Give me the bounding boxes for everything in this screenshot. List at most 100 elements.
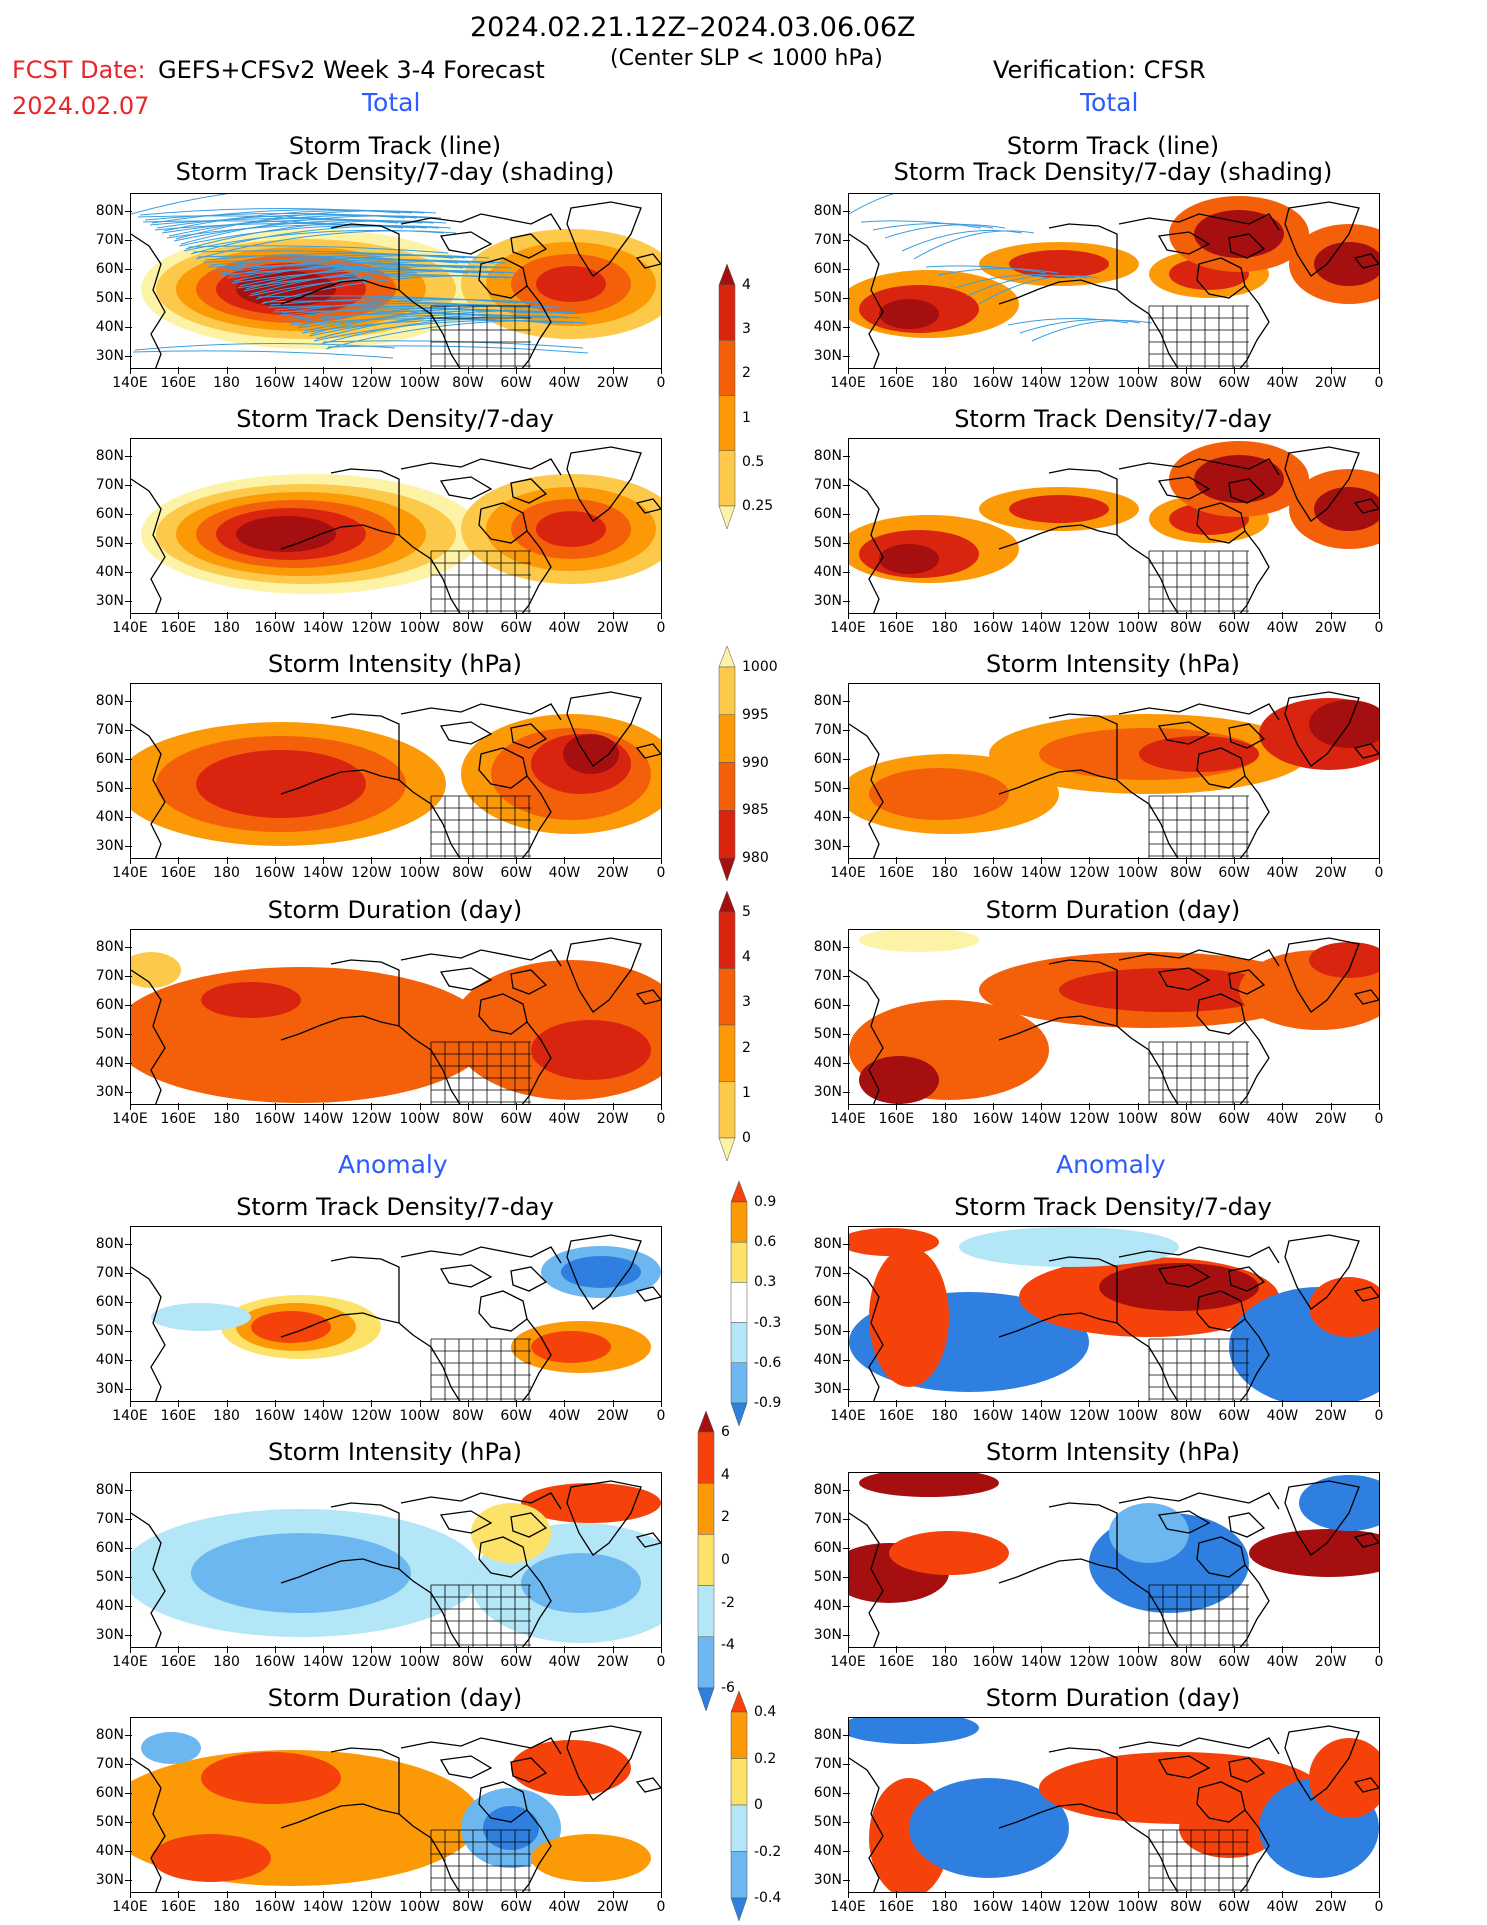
lon-tick [323, 1646, 325, 1653]
lon-label: 160E [160, 1408, 197, 1424]
lat-label: 40N [95, 1598, 124, 1614]
lon-tick [848, 1103, 849, 1110]
colorbar-label: 0.4 [754, 1704, 777, 1720]
lat-tick [843, 1548, 850, 1549]
lon-label: 160W [254, 1654, 296, 1670]
lat-tick [125, 485, 132, 486]
lat-tick [125, 240, 132, 241]
colorbar-label: 2 [721, 1509, 730, 1526]
verification-label: Verification: CFSR [993, 56, 1206, 84]
colorbar-label: 3 [742, 321, 751, 338]
lon-label: 20W [596, 1899, 629, 1915]
lat-tick [125, 788, 132, 789]
map-canvas-anom-duration-left [131, 1725, 661, 1892]
lon-tick [944, 612, 946, 619]
lon-label: 120W [1069, 1899, 1110, 1915]
lat-label: 30N [813, 838, 842, 854]
colorbar-label: 0.3 [754, 1274, 777, 1291]
lon-label: 100W [399, 620, 440, 636]
map-canvas-duration-left [131, 937, 661, 1104]
lon-tick [1185, 1891, 1187, 1898]
lon-tick [1282, 367, 1284, 374]
lon-tick [612, 612, 614, 619]
lat-label: 40N [813, 1055, 842, 1071]
lon-label: 80W [1170, 620, 1202, 636]
lon-tick [1041, 1103, 1043, 1110]
lon-tick [564, 1103, 566, 1110]
lat-label: 50N [813, 535, 842, 551]
lon-tick [1282, 1891, 1284, 1898]
lat-tick [125, 701, 132, 702]
lon-tick [467, 1103, 469, 1110]
lat-tick [843, 1302, 850, 1303]
criterion-label: (Center SLP < 1000 hPa) [610, 46, 883, 71]
lon-tick [1185, 612, 1187, 619]
lon-label: 40W [548, 375, 581, 391]
lon-label: 40W [1266, 375, 1299, 391]
map-canvas-anom-intensity-right [849, 1473, 1379, 1647]
lon-label: 140E [830, 1654, 866, 1670]
lat-tick [843, 1331, 850, 1332]
lat-label: 70N [813, 1511, 842, 1527]
lat-tick [125, 1519, 132, 1520]
lon-tick [1041, 1891, 1043, 1898]
lon-tick [564, 612, 566, 619]
lon-tick [178, 612, 180, 619]
lon-label: 120W [351, 1111, 392, 1127]
lon-tick [1282, 1103, 1284, 1110]
lat-tick [843, 601, 850, 602]
lat-tick [843, 327, 850, 328]
lon-tick [1185, 1646, 1187, 1653]
lon-tick [1185, 857, 1187, 864]
lat-label: 80N [95, 1236, 124, 1252]
lat-tick [843, 1851, 850, 1852]
lon-label: 80W [1170, 1899, 1202, 1915]
lon-label: 40W [548, 865, 581, 881]
lon-tick [1041, 857, 1043, 864]
lon-label: 80W [452, 1408, 484, 1424]
map-canvas-duration-right [849, 930, 1379, 1104]
lat-label: 80N [813, 1727, 842, 1743]
lon-label: 140E [112, 375, 148, 391]
lat-tick [125, 1273, 132, 1274]
lon-tick [1379, 1400, 1380, 1407]
lon-label: 100W [1117, 1654, 1158, 1670]
lon-label: 80W [452, 865, 484, 881]
lon-label: 180 [213, 375, 240, 391]
colorbar-label: -4 [721, 1637, 735, 1654]
lon-label: 40W [1266, 1899, 1299, 1915]
lat-label: 70N [95, 1756, 124, 1772]
lon-label: 40W [548, 1899, 581, 1915]
lat-tick [125, 1548, 132, 1549]
colorbar-label: 0 [742, 1130, 751, 1146]
lon-label: 120W [351, 1899, 392, 1915]
lon-label: 100W [1117, 1899, 1158, 1915]
lon-label: 140W [1020, 375, 1062, 391]
lat-tick [843, 1005, 850, 1006]
lat-label: 60N [95, 1540, 124, 1556]
lon-tick [516, 857, 518, 864]
lat-tick [125, 1302, 132, 1303]
lat-tick [125, 947, 132, 948]
lat-label: 30N [95, 348, 124, 364]
lon-tick [371, 857, 373, 864]
lon-tick [516, 1891, 518, 1898]
lat-label: 50N [95, 1569, 124, 1585]
panel-title-duration-left: Storm Duration (day) [267, 896, 523, 924]
lon-label: 140W [302, 1111, 344, 1127]
lon-tick [1330, 857, 1332, 864]
colorbar-anom-intensity [697, 1410, 715, 1712]
lon-tick [419, 612, 421, 619]
lon-tick [896, 1103, 898, 1110]
colorbar-intensity [718, 645, 736, 882]
lat-tick [125, 730, 132, 731]
lat-label: 60N [95, 1294, 124, 1310]
lon-label: 20W [596, 1408, 629, 1424]
lat-label: 60N [813, 261, 842, 277]
lon-tick [419, 1400, 421, 1407]
lon-tick [1137, 367, 1139, 374]
lon-label: 0 [656, 375, 666, 391]
lon-label: 160W [254, 1111, 296, 1127]
lon-tick [130, 857, 131, 864]
lon-tick [896, 1400, 898, 1407]
